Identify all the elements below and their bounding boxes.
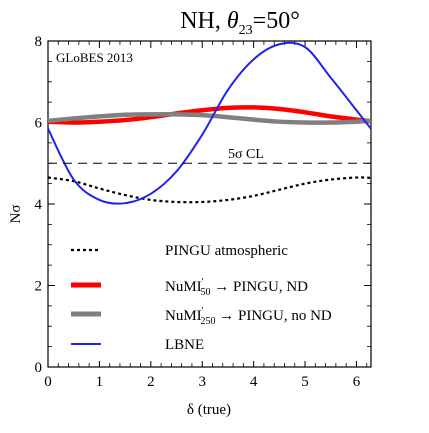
x-tick-label: 4 — [250, 374, 258, 390]
x-axis-label: δ (true) — [187, 402, 231, 418]
legend: PINGU atmospheric NuMI' 50 → PINGU, ND Nu… — [58, 237, 360, 361]
y-tick-label: 8 — [35, 34, 43, 50]
globes-watermark: GLoBES 2013 — [56, 50, 133, 65]
chart-title: NH, θ23=50° — [180, 8, 300, 38]
legend-numi-250-sup: ' — [202, 306, 204, 317]
legend-numi-50-post: → PINGU, ND — [210, 279, 308, 295]
legend-label-pingu: PINGU atmospheric — [165, 243, 288, 259]
y-tick-label: 0 — [35, 360, 43, 376]
y-axis-label: Nσ — [8, 205, 24, 224]
legend-numi-250-pre: NuMI — [165, 308, 202, 324]
five-sigma-label: 5σ CL — [228, 147, 264, 162]
title-tail: =50° — [253, 8, 300, 34]
tick-group: 0 1 2 3 4 5 6 0 2 4 6 8 — [35, 34, 371, 390]
title-subscript: 23 — [239, 23, 253, 38]
legend-numi-250-post: → PINGU, no ND — [215, 308, 331, 324]
legend-numi-50-pre: NuMI — [165, 279, 202, 295]
y-tick-label: 2 — [35, 279, 43, 295]
legend-label-lbne: LBNE — [165, 337, 204, 353]
legend-numi-50-sub: 50 — [200, 287, 210, 298]
y-tick-label: 4 — [35, 197, 43, 213]
lbne-curve — [47, 41, 372, 205]
series-layer — [47, 41, 372, 205]
pingu-atmospheric-curve — [47, 176, 371, 204]
y-tick-label: 6 — [35, 116, 43, 132]
legend-label-numi-50: NuMI' 50 → PINGU, ND — [165, 277, 308, 298]
numi-50-pingu-nd-curve — [47, 105, 372, 125]
x-tick-label: 0 — [44, 374, 52, 390]
legend-numi-50-sup: ' — [202, 277, 204, 288]
title-lead: NH, — [180, 8, 227, 34]
x-tick-label: 3 — [198, 374, 206, 390]
x-tick-label: 6 — [353, 374, 361, 390]
numi-250-pingu-no-nd-curve — [47, 112, 371, 125]
x-tick-label: 5 — [301, 374, 309, 390]
title-theta-symbol: θ — [227, 8, 239, 34]
ref-label-background — [224, 144, 274, 162]
legend-label-numi-250: NuMI' 250 → PINGU, no ND — [165, 306, 332, 327]
x-tick-label: 1 — [96, 374, 104, 390]
x-tick-label: 2 — [147, 374, 155, 390]
legend-numi-250-sub: 250 — [200, 316, 215, 327]
legend-box — [58, 237, 360, 361]
